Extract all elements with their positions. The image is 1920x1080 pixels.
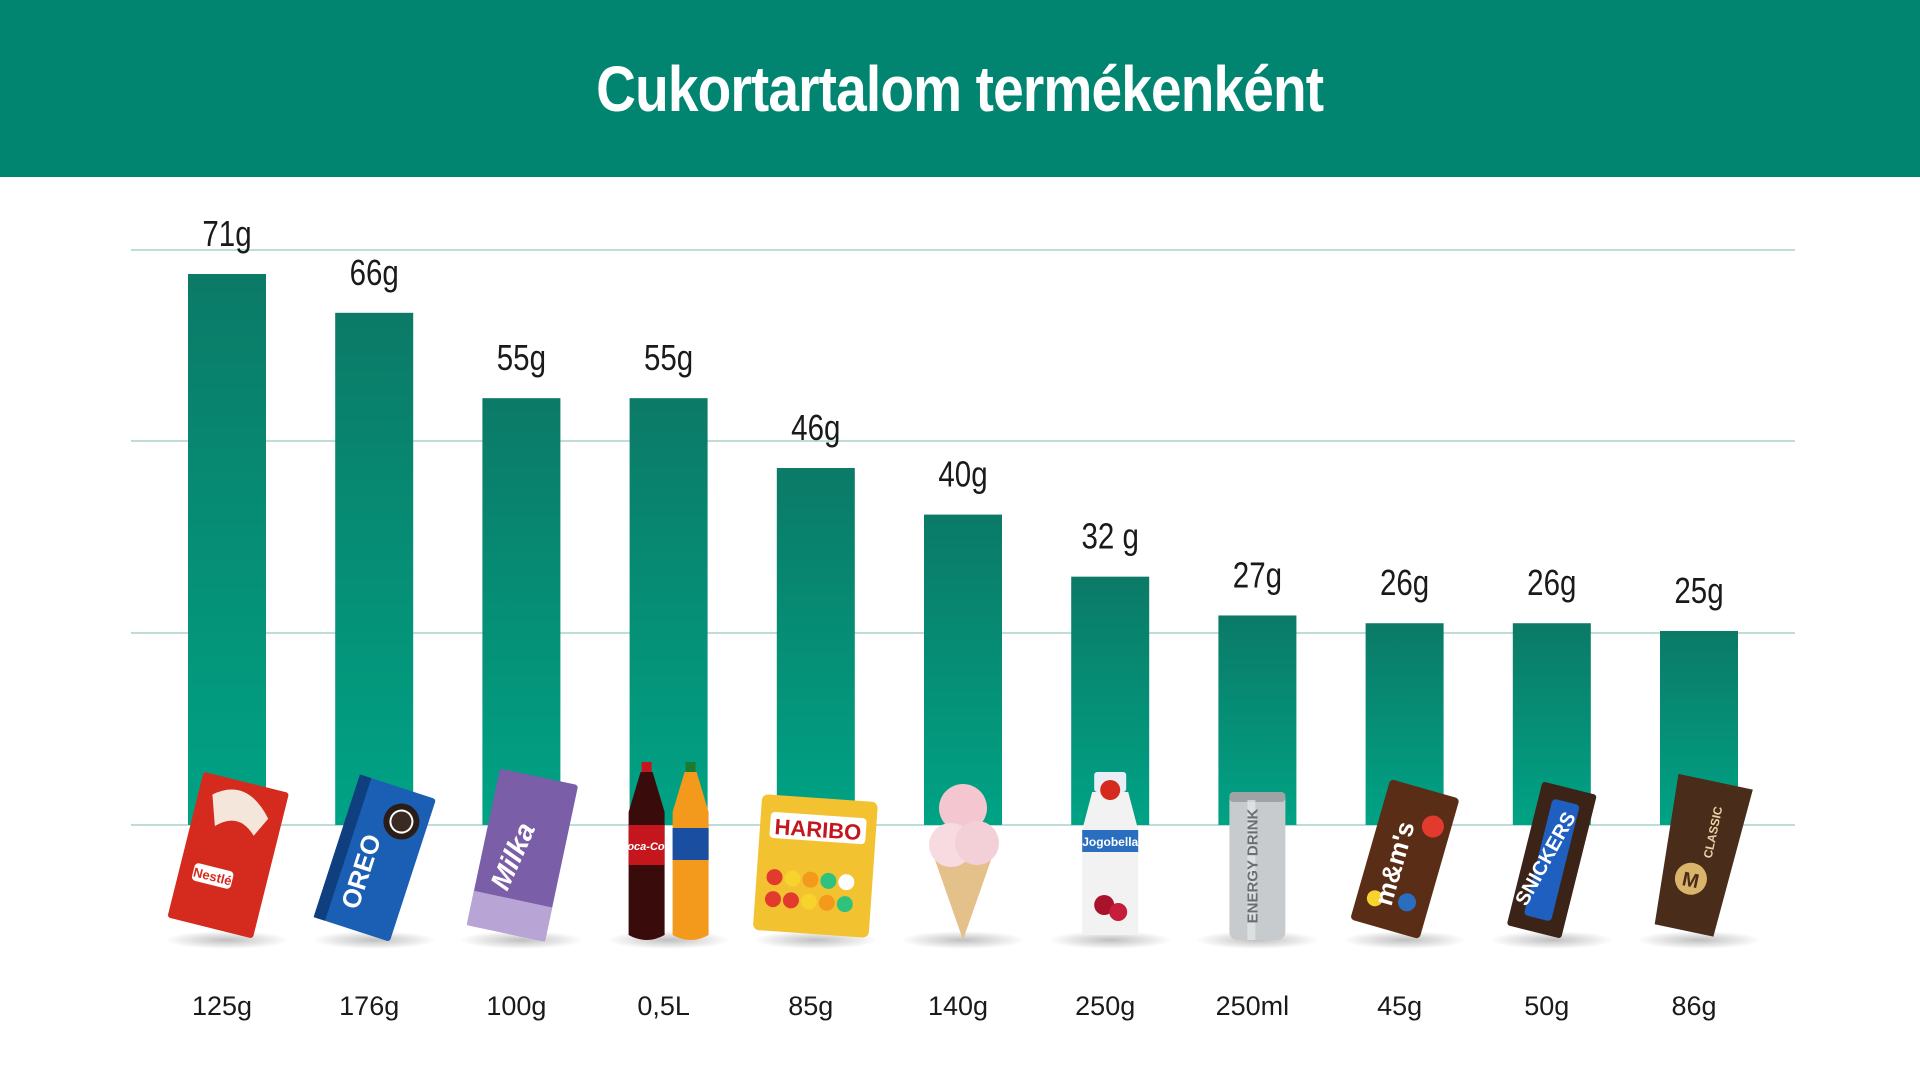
bar — [924, 514, 1002, 825]
bar — [776, 468, 855, 825]
mms-pack-icon: m&m's — [1342, 779, 1467, 949]
category-label: 50g — [1524, 991, 1569, 1021]
category-label: 250g — [1075, 991, 1135, 1021]
category-label: 125g — [192, 991, 252, 1021]
category-label: 176g — [339, 991, 399, 1021]
bar — [629, 398, 708, 825]
category-label: 85g — [788, 991, 833, 1021]
energy-drink-can-icon: ENERGY DRINK — [1195, 792, 1320, 949]
milka-chocolate-icon: Milka — [459, 769, 584, 949]
value-label: 26g — [1380, 562, 1429, 602]
category-label: 140g — [928, 991, 988, 1021]
category-label: 0,5L — [637, 991, 690, 1021]
yogurt-drink-bottle-icon: Jogobella — [1048, 772, 1173, 949]
label-layer: 71g 125g 66g 176g 55g 100g 55g 0,5L 46g 85g 40g 140… — [192, 213, 1724, 1021]
page-title: Cukortartalom termékenként — [596, 52, 1324, 125]
svg-text:M: M — [1680, 868, 1701, 893]
value-label: 71g — [202, 213, 251, 253]
haribo-goldbaren-icon: HARIBO — [753, 794, 878, 949]
snickers-bar-icon: SNICKERS — [1489, 782, 1614, 949]
svg-text:Coca-Cola: Coca-Cola — [619, 841, 673, 853]
value-label: 25g — [1674, 570, 1723, 610]
bar — [482, 398, 561, 825]
category-label: 100g — [486, 991, 546, 1021]
category-label: 250ml — [1216, 991, 1290, 1021]
value-label: 46g — [791, 407, 840, 447]
soda-bottles-icon: Coca-Cola — [606, 762, 731, 949]
svg-text:Jogobella: Jogobella — [1082, 835, 1138, 849]
category-label: 45g — [1377, 991, 1422, 1021]
bar — [188, 274, 266, 825]
value-label: 26g — [1527, 562, 1576, 602]
value-label: 55g — [497, 337, 546, 377]
value-label: 40g — [938, 454, 987, 494]
value-label: 27g — [1233, 555, 1282, 595]
bar — [1218, 615, 1297, 825]
svg-text:HARIBO: HARIBO — [774, 814, 862, 845]
nestle-chocolate-bar-icon: Nestlé — [165, 772, 289, 949]
bar — [335, 312, 414, 825]
product-layer: Nestlé OREO Milka Coca-Cola HARIBO Jogobella E… — [165, 762, 1761, 949]
value-label: 32 g — [1081, 516, 1138, 556]
header-banner: Cukortartalom termékenként — [0, 0, 1920, 177]
bar-layer — [188, 274, 1738, 825]
value-label: 55g — [644, 337, 693, 377]
ice-cream-cone-icon — [901, 784, 1025, 949]
svg-text:ENERGY DRINK: ENERGY DRINK — [1244, 808, 1261, 923]
value-label: 66g — [350, 252, 399, 292]
oreo-box-icon: OREO — [312, 774, 437, 949]
category-label: 86g — [1671, 991, 1716, 1021]
